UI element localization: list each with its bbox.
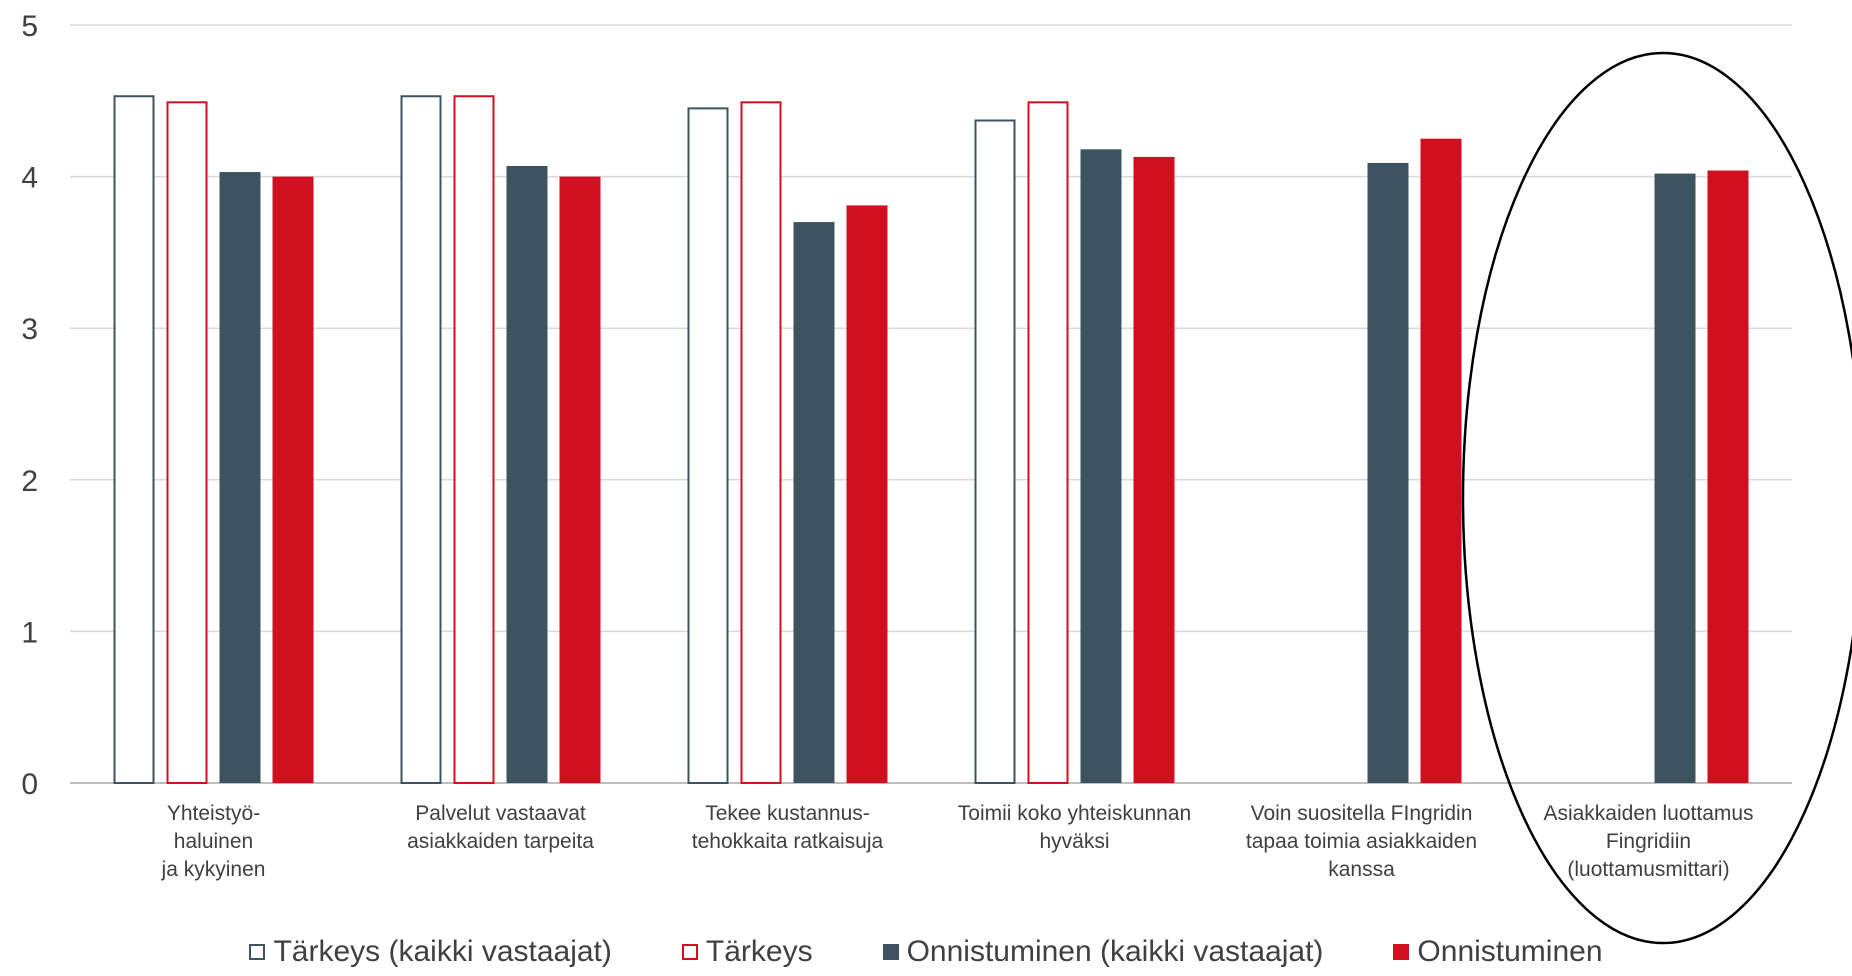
x-tick-label-line: Fingridiin <box>1606 830 1691 853</box>
x-tick-label-line: Tekee kustannus- <box>705 802 870 825</box>
x-tick-label: Tekee kustannus-tehokkaita ratkaisuja <box>692 802 884 853</box>
y-axis: 0 1 2 3 4 5 <box>21 10 38 801</box>
bar <box>1420 138 1462 783</box>
x-tick-label: Palvelut vastaavat asiakkaiden tarpeita <box>407 802 594 853</box>
bar <box>453 95 495 784</box>
bar <box>506 165 548 783</box>
bar <box>846 205 888 784</box>
bar <box>1707 170 1749 783</box>
bar <box>272 176 314 784</box>
legend-swatch-filled-gray <box>882 944 899 960</box>
legend-item: Tärkeys (kaikki vastaajat) <box>249 935 612 969</box>
bar <box>1027 101 1069 785</box>
y-tick-label: 4 <box>21 162 38 195</box>
legend: Tärkeys (kaikki vastaajat) Tärkeys Onnis… <box>0 935 1852 969</box>
legend-swatch-filled-red <box>1393 944 1410 960</box>
y-tick-label: 2 <box>21 465 38 498</box>
x-tick-label: Asiakkaiden luottamus Fingridiin (luottamu… <box>1543 802 1753 881</box>
legend-swatch-outline-red <box>681 944 698 960</box>
bar <box>687 107 729 784</box>
x-tick-label: Yhteistyö-haluinen ja kykyinen <box>161 802 266 881</box>
bar <box>219 172 261 783</box>
highlight-ellipse <box>1461 51 1852 945</box>
x-tick-label-line: hyväksi <box>1039 830 1109 853</box>
bar <box>740 101 782 785</box>
bar <box>1133 156 1175 784</box>
legend-label: Tärkeys <box>705 935 813 968</box>
bar <box>974 119 1016 785</box>
x-tick-label-line: tehokkaita ratkaisuja <box>692 830 884 853</box>
x-tick-label-line: Palvelut vastaavat <box>415 802 586 825</box>
y-tick-label: 5 <box>21 10 38 43</box>
bars <box>113 95 1749 785</box>
bar <box>559 176 601 784</box>
bar <box>1367 162 1409 783</box>
x-tick-label-line: Asiakkaiden luottamus <box>1543 802 1753 825</box>
legend-item: Tärkeys <box>681 935 813 969</box>
bar <box>793 222 835 783</box>
legend-label: Onnistuminen (kaikki vastaajat) <box>906 935 1324 968</box>
y-tick-label: 0 <box>21 768 38 801</box>
x-tick-label-line: asiakkaiden tarpeita <box>407 830 594 853</box>
x-tick-label-line: Voin suositella FIngridin <box>1251 802 1473 825</box>
x-tick-label-line: ja kykyinen <box>161 858 266 881</box>
x-tick-label-line: kanssa <box>1328 858 1395 881</box>
bar <box>1080 149 1122 783</box>
x-tick-label-line: tapaa toimia asiakkaiden <box>1246 830 1477 853</box>
bar <box>166 101 208 785</box>
legend-item: Onnistuminen <box>1393 935 1603 969</box>
grid-lines <box>70 24 1792 784</box>
y-tick-label: 3 <box>21 313 38 346</box>
x-axis: Yhteistyö-haluinen ja kykyinen Palvelut va… <box>161 802 1754 881</box>
legend-label: Onnistuminen <box>1417 935 1603 968</box>
legend-swatch-outline-gray <box>249 944 266 960</box>
bar <box>1654 173 1696 783</box>
x-tick-label-line: Toimii koko yhteiskunnan <box>958 802 1191 825</box>
x-tick-label-line: Yhteistyö- <box>167 802 260 825</box>
legend-item: Onnistuminen (kaikki vastaajat) <box>882 935 1324 969</box>
x-tick-label: Toimii koko yhteiskunnan hyväksi <box>958 802 1191 853</box>
bar <box>400 95 442 784</box>
x-tick-label-line: haluinen <box>174 830 253 853</box>
bar <box>113 95 155 784</box>
x-tick-label: Voin suositella FIngridin tapaa toimia as… <box>1246 802 1477 881</box>
y-tick-label: 1 <box>21 616 38 649</box>
legend-label: Tärkeys (kaikki vastaajat) <box>273 935 612 968</box>
x-tick-label-line: (luottamusmittari) <box>1567 858 1729 881</box>
